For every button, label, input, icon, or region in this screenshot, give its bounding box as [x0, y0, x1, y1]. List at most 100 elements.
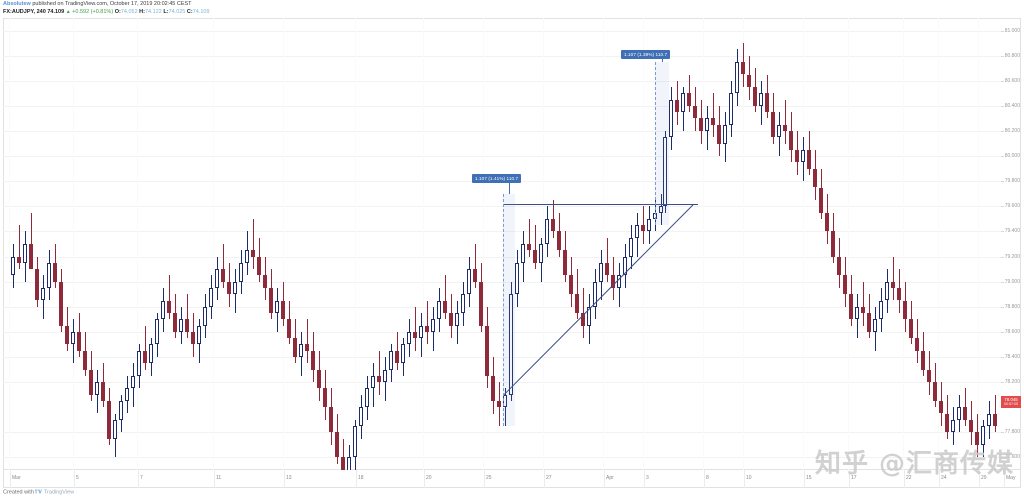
created-with-label: Created with — [3, 489, 34, 496]
grid-line — [3, 231, 1001, 233]
candle-body — [143, 350, 147, 364]
candle-body — [41, 287, 45, 301]
candle-body — [593, 281, 597, 307]
candle-body — [969, 419, 973, 433]
candle-body — [813, 168, 817, 188]
candle-body — [993, 413, 997, 427]
candle-body — [119, 400, 123, 420]
price-axis-tick — [1001, 331, 1004, 333]
candle-wick — [415, 306, 416, 351]
candle-body — [819, 187, 823, 213]
candle-body — [855, 306, 859, 320]
resistance-line[interactable] — [503, 203, 698, 205]
time-axis-tick — [904, 470, 905, 488]
tradingview-logo-icon — [35, 489, 43, 494]
measure-range-box[interactable] — [655, 61, 669, 226]
candle-body — [35, 269, 39, 301]
grid-line — [3, 331, 1001, 333]
price-axis-label: 79.800 — [1004, 178, 1020, 185]
price-axis-tick — [1001, 432, 1004, 434]
measure-range-box[interactable] — [503, 193, 515, 427]
candle-body — [203, 306, 207, 326]
candle-body — [581, 313, 585, 326]
candle-body — [275, 300, 279, 314]
price-axis-label: 78.600 — [1004, 328, 1020, 335]
candle-body — [933, 382, 937, 401]
candle-body — [197, 325, 201, 345]
candle-body — [849, 294, 853, 320]
candle-body — [341, 457, 345, 470]
chart-plot-area[interactable]: 1.107 (1.41%) 110.7 1.107 (1.39%) 110.7 — [3, 18, 1001, 470]
candle-body — [629, 237, 633, 257]
candle-body — [771, 112, 775, 138]
candle-body — [909, 319, 913, 339]
candle-body — [587, 306, 591, 326]
candle-body — [479, 281, 483, 326]
price-axis-tick — [1001, 231, 1004, 233]
candle-body — [569, 275, 573, 295]
candle-body — [693, 105, 697, 119]
price-axis-tick — [1001, 281, 1004, 283]
candle-wick — [223, 244, 224, 288]
candle-body — [675, 99, 679, 113]
time-axis-tick — [644, 470, 645, 488]
candle-body — [891, 281, 895, 288]
candle-body — [605, 262, 609, 276]
time-axis-tick — [138, 470, 139, 488]
measure-label[interactable]: 1.107 (1.39%) 110.7 — [621, 50, 671, 59]
candle-body — [95, 382, 99, 395]
candle-wick — [169, 275, 170, 320]
grid-line-vertical — [848, 18, 849, 470]
candle-body — [843, 275, 847, 295]
candle-body — [185, 319, 189, 332]
chart-header-publish-line: Absolutew published on TradingView.com, … — [3, 1, 192, 9]
candle-body — [681, 93, 685, 113]
candle-body — [831, 231, 835, 257]
tradingview-brand-label: TradingView — [43, 489, 75, 496]
price-axis-label: 78.400 — [1004, 354, 1020, 360]
candle-wick — [445, 275, 446, 320]
candle-body — [551, 218, 555, 232]
candle-wick — [713, 93, 714, 138]
candle-body — [663, 137, 667, 207]
measure-stem — [509, 182, 510, 194]
candle-body — [449, 313, 453, 326]
candle-body — [599, 262, 603, 282]
candle-body — [23, 244, 27, 263]
candle-body — [557, 231, 561, 251]
measure-label[interactable]: 1.107 (1.41%) 110.7 — [472, 174, 522, 183]
candle-body — [407, 331, 411, 345]
candle-body — [83, 350, 87, 370]
grid-line — [3, 131, 1001, 132]
support-trendline[interactable] — [503, 203, 694, 396]
candle-body — [497, 400, 501, 408]
time-axis[interactable]: Mar 5 7 11 13 18 20 25 27 Apr 3 8 10 15 17 22 24 29 May — [3, 470, 1021, 488]
candle-body — [89, 369, 93, 395]
price-axis[interactable]: 81.000 80.800 80.600 80.400 80.200 80.000 79.8… — [1001, 18, 1021, 470]
candle-body — [65, 325, 69, 345]
candle-body — [167, 300, 171, 314]
last-price: 74.109 — [47, 9, 65, 15]
candle-body — [107, 400, 111, 439]
chart-header-symbol-line: FX:AUDJPY, 240 74.109 ▲ +0.592 (+0.81%) … — [3, 9, 210, 17]
author-link[interactable]: Absolutew — [3, 1, 31, 7]
time-axis-label: 7 — [140, 475, 143, 481]
candle-body — [711, 118, 715, 125]
symbol-label[interactable]: FX:AUDJPY, 240 — [3, 9, 46, 15]
candle-body — [527, 244, 531, 251]
price-axis-tick — [1001, 80, 1004, 82]
change-value: +0.592 (+0.81%) — [72, 9, 114, 15]
candle-body — [125, 388, 129, 401]
candle-body — [867, 313, 871, 332]
candle-body — [173, 313, 177, 332]
candle-body — [897, 287, 901, 301]
time-axis-label: 8 — [706, 475, 709, 481]
price-axis-tick — [1001, 306, 1004, 308]
price-axis-label: 80.600 — [1004, 77, 1020, 84]
candle-body — [377, 375, 381, 383]
time-axis-label: 22 — [906, 475, 912, 481]
candle-body — [71, 331, 75, 345]
candle-body — [699, 118, 703, 131]
candle-body — [981, 426, 985, 445]
candle-body — [723, 124, 727, 144]
